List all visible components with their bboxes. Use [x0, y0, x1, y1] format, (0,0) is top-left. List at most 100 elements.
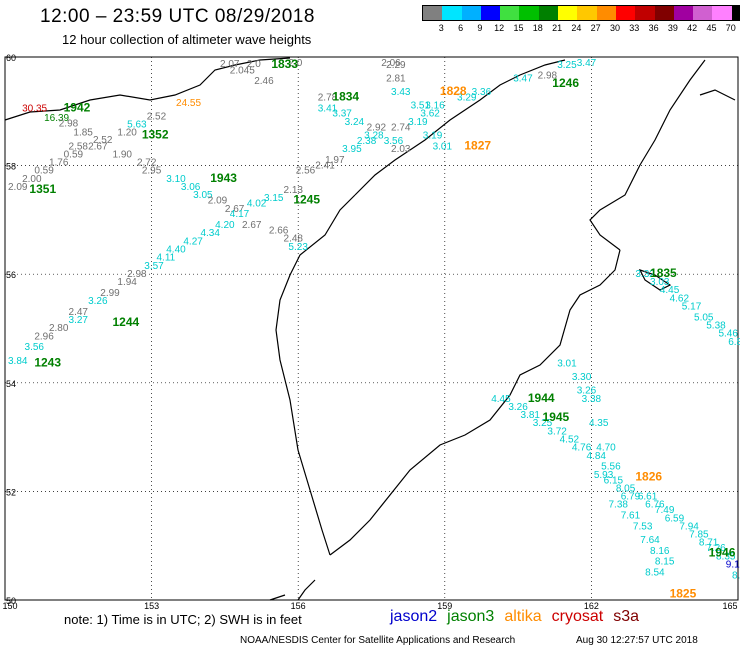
wave-height-label: 7.94	[679, 521, 699, 532]
wave-height-label: 3.05	[193, 190, 213, 201]
wave-height-label: 5.17	[682, 301, 702, 312]
wave-height-label: 3.16	[425, 101, 445, 112]
wave-height-label: 4.17	[230, 209, 250, 220]
wave-height-label: 2.47	[69, 307, 89, 318]
wave-height-label: 4.34	[200, 228, 220, 239]
wave-height-label: 2.67	[88, 141, 108, 152]
wave-height-label: 6.79	[621, 492, 641, 503]
wave-height-label: 2.09	[208, 196, 228, 207]
wave-height-label: 16.39	[44, 113, 69, 124]
wave-height-label: 2.07	[220, 59, 240, 70]
wave-height-label: 3.19	[408, 117, 428, 128]
credit-timestamp: Aug 30 12:27:57 UTC 2018	[576, 635, 698, 646]
wave-height-label: 5.23	[288, 242, 308, 253]
wave-height-label: 3.10	[166, 174, 186, 185]
map-frame	[4, 56, 739, 601]
wave-height-label: 7.26	[706, 543, 726, 554]
wave-height-label: 4.45	[660, 285, 680, 296]
wave-height-label: 3.51	[411, 101, 431, 112]
wave-height-label: 5.05	[694, 312, 714, 323]
axis-ticks: 150 153 156 159 162 165 60 58 56 54 52 50	[2, 53, 737, 611]
legend-label: 12	[494, 23, 505, 33]
wave-height-label: 2.66	[269, 225, 289, 236]
wave-height-label: 4.84	[587, 451, 607, 462]
pass-time-label: 1825	[670, 586, 697, 600]
wave-height-label: 4.70	[596, 443, 616, 454]
wave-height-label: 2.98	[127, 269, 147, 280]
lat-tick-label: 50	[6, 596, 16, 606]
pass-time-label: 1944	[528, 391, 555, 405]
wave-height-label: 2.80	[49, 323, 69, 334]
wave-height-label: 2.46	[254, 76, 274, 87]
pass-time-label: 1244	[113, 315, 140, 329]
wave-height-label: 3.47	[577, 58, 597, 69]
wave-height-label: 6.76	[645, 500, 665, 511]
lat-tick-label: 58	[6, 162, 16, 172]
wave-height-label: 2.92	[367, 122, 387, 133]
wave-height-label: 3.36	[472, 87, 492, 98]
legend-swatch	[577, 6, 597, 20]
wave-height-label: 0.59	[64, 149, 84, 160]
wave-height-label: 3.37	[332, 109, 352, 120]
wave-height-label: 4.11	[156, 253, 175, 264]
wave-height-label: 9.16	[726, 559, 740, 570]
wave-height-label: 2.03	[391, 144, 411, 155]
wave-height-label: 24.55	[176, 98, 201, 109]
wave-height-label: 2.81	[386, 73, 406, 84]
wave-height-label: 2.67	[225, 204, 245, 215]
wave-height-label: 3.25	[557, 60, 577, 71]
wave-height-label: 3.72	[547, 426, 567, 437]
wave-height-label: 4.40	[166, 244, 186, 255]
wave-height-label: 2.58	[69, 141, 89, 152]
wave-height-label: 2.045	[230, 65, 255, 76]
wave-height-label: 3.06	[181, 182, 201, 193]
wave-height-label: 2.00	[22, 174, 42, 185]
satellite-key: jason2 jason3 altika cryosat s3a	[390, 608, 649, 626]
wave-height-label: 30.35	[22, 103, 47, 114]
legend-label: 6	[458, 23, 464, 33]
wave-height-label: 1.97	[325, 155, 345, 166]
wave-height-label: 3.95	[342, 144, 362, 155]
wave-height-label: 8.05	[616, 483, 636, 494]
satellite-key-cryosat: cryosat	[551, 608, 604, 625]
legend-swatch	[500, 6, 520, 20]
wave-height-label: 2.38	[357, 136, 377, 147]
legend-label: 9	[477, 23, 483, 33]
satellite-key-jason3: jason3	[447, 608, 495, 625]
wave-height-label: 2.98	[538, 71, 558, 82]
wave-height-label: 5.63	[127, 120, 147, 131]
pass-time-label: 1946	[709, 546, 736, 560]
credit-line: NOAA/NESDIS Center for Satellite Applica…	[240, 635, 516, 646]
wave-height-label: 3.28	[364, 130, 384, 141]
pass-time-label: 1942	[64, 100, 91, 114]
wave-height-label: 7.85	[689, 530, 709, 541]
wave-height-label: 3.03	[650, 277, 670, 288]
wave-height-label: 2.72	[137, 158, 157, 169]
pass-time-label: 1243	[34, 356, 61, 370]
wave-height-label: 3.62	[420, 109, 440, 120]
wave-height-label: 5.56	[601, 462, 621, 473]
pass-time-label: 1826	[635, 470, 662, 484]
wave-height-label: 2.29	[386, 60, 406, 71]
legend-swatch	[615, 6, 636, 20]
lat-lon-grid	[4, 56, 739, 601]
wave-height-label: 8.71	[699, 538, 719, 549]
wave-height-label: 2.52	[147, 111, 167, 122]
wave-height-label: 1.94	[117, 277, 137, 288]
wave-height-label: 2.96	[34, 331, 54, 342]
lat-tick-label: 60	[6, 53, 16, 63]
wave-height-label: 7.53	[633, 521, 653, 532]
legend-label: 70	[725, 23, 736, 33]
wave-height-label: 0.59	[34, 166, 54, 177]
wave-height-label: 5.46	[718, 329, 738, 340]
satellite-key-altika: altika	[504, 608, 542, 625]
okhotsk-north-coast	[354, 59, 566, 196]
coastline	[4, 57, 736, 601]
legend-swatch	[693, 6, 713, 20]
lat-tick-label: 52	[6, 487, 16, 497]
wave-height-label: 3.41	[318, 103, 338, 114]
wave-height-label: 1.85	[73, 128, 93, 139]
legend-label: 33	[629, 23, 640, 33]
legend-label: 42	[687, 23, 698, 33]
